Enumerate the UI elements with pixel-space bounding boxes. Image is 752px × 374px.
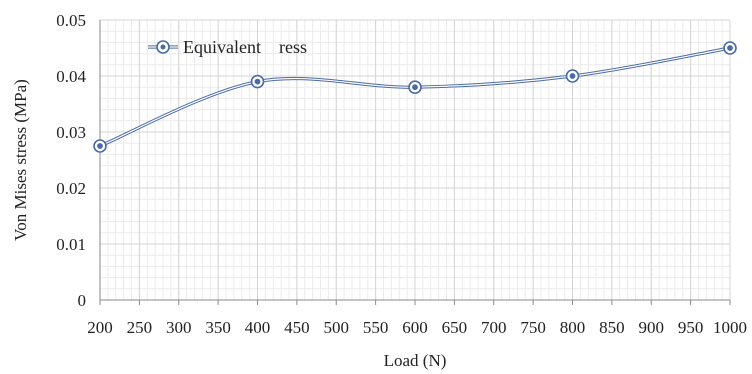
x-tick-label: 950 [678, 318, 704, 337]
legend: Equivalent ress [148, 37, 307, 57]
x-tick-label: 250 [127, 318, 153, 337]
x-tick-label: 850 [599, 318, 625, 337]
data-point-marker-center [569, 73, 576, 79]
y-tick-label: 0.01 [56, 235, 86, 254]
x-tick-label: 700 [481, 318, 507, 337]
x-axis-title: Load (N) [384, 351, 447, 370]
data-point-marker-center [412, 84, 418, 91]
series-group [93, 41, 737, 153]
major-gridlines [99, 19, 731, 301]
data-point-marker-center [97, 143, 103, 149]
y-tick-label: 0.02 [56, 179, 86, 198]
x-tick-label: 350 [205, 318, 231, 337]
x-tick-label: 400 [245, 318, 271, 337]
y-tick-label: 0 [78, 291, 87, 310]
x-tick-label: 600 [402, 318, 428, 337]
data-point-marker-center [254, 78, 261, 85]
y-tick-label: 0.04 [56, 67, 86, 86]
x-tick-label: 500 [324, 318, 350, 337]
x-tick-label: 300 [166, 318, 192, 337]
legend-label: Equivalent ress [183, 37, 307, 57]
x-tick-label: 450 [284, 318, 310, 337]
x-tick-label: 750 [520, 318, 546, 337]
axes [99, 20, 731, 305]
y-tick-labels: 0 0.01 0.02 0.03 0.04 0.05 [56, 11, 86, 310]
legend-marker-inner [160, 44, 166, 50]
x-tick-label: 800 [560, 318, 586, 337]
data-point-marker-center [727, 45, 733, 51]
y-tick-label: 0.05 [56, 11, 86, 30]
x-tick-label: 900 [639, 318, 665, 337]
x-tick-label: 200 [87, 318, 113, 337]
x-tick-label: 550 [363, 318, 389, 337]
x-tick-label: 1000 [713, 318, 747, 337]
x-tick-label: 650 [442, 318, 468, 337]
x-tick-labels: 200 250 300 350 400 450 500 550 600 650 700 750 800 8… [87, 318, 747, 337]
y-axis-title: Von Mises stress (MPa) [11, 79, 30, 241]
y-tick-label: 0.03 [56, 123, 86, 142]
